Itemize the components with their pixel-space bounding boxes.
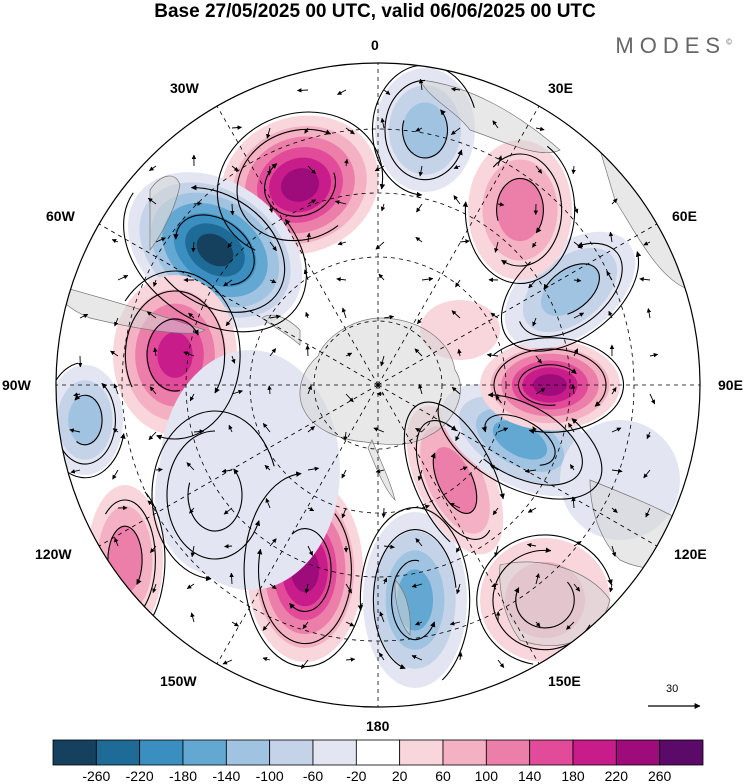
colorbar-swatch: [270, 740, 313, 765]
vector-scale-label: 30: [666, 683, 678, 695]
colorbar-tick-label: 60: [435, 768, 451, 784]
wind-vector: [156, 469, 162, 470]
colorbar-tick-label: 180: [561, 768, 584, 784]
map-content: [45, 60, 710, 720]
lon-label-0: 0: [371, 37, 379, 53]
colorbar-tick-label: 260: [648, 768, 671, 784]
colorbar-swatch: [226, 740, 269, 765]
contour-band: [157, 332, 192, 378]
colorbar-swatch: [486, 740, 529, 765]
colorbar-swatch: [573, 740, 616, 765]
lon-label-30e: 30E: [548, 80, 573, 96]
colorbar-tick-label: 140: [518, 768, 541, 784]
lon-label-60e: 60E: [672, 208, 697, 224]
colorbar-tick-label: 100: [475, 768, 498, 784]
colorbar-tick-label: -180: [169, 768, 197, 784]
lon-label-90w: 90W: [2, 377, 31, 393]
colorbar-tick-label: 20: [392, 768, 408, 784]
anomaly-blob: [468, 140, 572, 280]
colorbar-tick-label: -100: [256, 768, 284, 784]
wind-vector: [225, 546, 232, 547]
colorbar-tick-label: 220: [605, 768, 628, 784]
colorbar-swatch: [660, 740, 703, 765]
colorbar-swatch: [140, 740, 183, 765]
colorbar-tick-label: -20: [346, 768, 366, 784]
lon-label-120w: 120W: [35, 546, 72, 562]
colorbar-swatch: [616, 740, 659, 765]
colorbar-swatch: [356, 740, 399, 765]
lon-label-30w: 30W: [170, 80, 199, 96]
lon-label-120e: 120E: [674, 546, 707, 562]
lon-label-60w: 60W: [46, 208, 75, 224]
colorbar-tick-label: -220: [126, 768, 154, 784]
colorbar: [53, 740, 703, 765]
lon-label-150e: 150E: [548, 673, 581, 689]
lon-label-150w: 150W: [160, 673, 197, 689]
lon-label-90e: 90E: [718, 377, 743, 393]
colorbar-tick-label: -140: [212, 768, 240, 784]
contour-band: [403, 102, 447, 157]
lon-label-180: 180: [366, 718, 389, 734]
wind-vector: [307, 345, 308, 356]
colorbar-swatch: [313, 740, 356, 765]
colorbar-swatch: [96, 740, 139, 765]
colorbar-tick-label: -60: [303, 768, 323, 784]
colorbar-swatch: [400, 740, 443, 765]
colorbar-swatch: [530, 740, 573, 765]
colorbar-swatch: [53, 740, 96, 765]
colorbar-tick-label: -260: [82, 768, 110, 784]
colorbar-swatch: [183, 740, 226, 765]
wind-vector: [297, 90, 308, 91]
colorbar-swatch: [443, 740, 486, 765]
